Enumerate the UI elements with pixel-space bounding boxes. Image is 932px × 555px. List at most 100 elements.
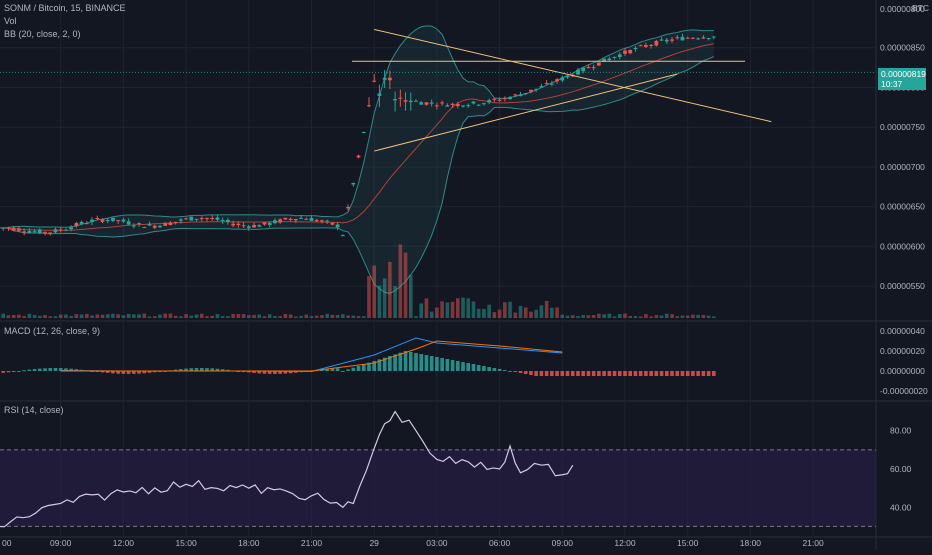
macd-legend[interactable]: MACD (12, 26, close, 9) <box>4 326 104 336</box>
macd-histogram-bar <box>435 357 439 371</box>
candle-body <box>121 219 126 222</box>
candle-body <box>706 38 711 40</box>
macd-histogram-bar <box>393 354 397 371</box>
macd-histogram-bar <box>252 371 256 373</box>
volume-bar <box>69 315 73 318</box>
macd-histogram-bar <box>670 371 674 376</box>
candle-body <box>252 224 256 228</box>
candle-body <box>649 44 654 46</box>
volume-bar <box>32 314 37 318</box>
symbol-legend[interactable]: SONM / Bitcoin, 15, BINANCE <box>4 3 130 13</box>
candle-body <box>178 219 183 221</box>
volume-bar <box>236 314 241 318</box>
vol-legend[interactable]: Vol <box>4 16 21 26</box>
candle-body <box>11 227 16 231</box>
macd-histogram-bar <box>508 371 512 372</box>
candle-body <box>205 217 209 219</box>
macd-histogram-bar <box>576 371 580 376</box>
candle-body <box>680 36 685 41</box>
candle-body <box>241 225 246 227</box>
volume-bar <box>132 314 136 318</box>
rsi-label: RSI (14, close) <box>4 405 64 415</box>
candle-body <box>320 220 324 222</box>
volume-bar <box>649 316 653 318</box>
rsi-tick-label: 80.00 <box>890 426 912 436</box>
volume-bar <box>461 297 465 318</box>
candle-body <box>147 224 152 226</box>
volume-bar <box>419 303 424 318</box>
macd-histogram-bar <box>210 368 215 371</box>
candle-body <box>27 231 32 233</box>
macd-histogram-bar <box>69 368 73 371</box>
rsi-legend[interactable]: RSI (14, close) <box>4 405 68 415</box>
volume-bar <box>111 313 115 318</box>
candle-body <box>69 227 74 230</box>
volume-bar <box>414 316 418 318</box>
macd-histogram-bar <box>126 371 131 374</box>
macd-histogram-bar <box>665 371 669 376</box>
candle-body <box>403 100 408 102</box>
macd-histogram-bar <box>346 369 350 371</box>
candle-body <box>393 98 397 101</box>
volume-bar <box>341 314 345 318</box>
macd-histogram-bar <box>419 354 424 371</box>
macd-histogram-bar <box>638 371 643 376</box>
time-tick-label: 03:00 <box>426 538 448 548</box>
candle-body <box>215 217 220 220</box>
macd-histogram-bar <box>544 371 549 376</box>
candle-body <box>424 102 429 105</box>
macd-histogram-bar <box>696 371 700 376</box>
candle-body <box>262 222 267 225</box>
volume-bar <box>210 315 215 318</box>
candle-body <box>137 223 141 225</box>
time-tick-label: 18:00 <box>740 538 762 548</box>
macd-histogram-bar <box>267 371 272 374</box>
macd-histogram-bar <box>189 368 194 371</box>
macd-histogram-bar <box>597 371 601 376</box>
volume-bar <box>508 301 512 318</box>
macd-histogram-bar <box>398 352 403 371</box>
candle-body <box>581 67 586 72</box>
volume-bar <box>6 315 11 318</box>
macd-histogram-bar <box>633 371 638 376</box>
volume-bar <box>487 304 491 318</box>
triangle-trendline <box>374 73 678 152</box>
candle-body <box>675 37 680 39</box>
candle-body <box>372 80 377 82</box>
triangle-trendline <box>374 28 772 123</box>
candle-body <box>273 220 277 224</box>
volume-bar <box>257 314 262 318</box>
volume-bar <box>299 315 303 318</box>
macd-tick-label: -0.00000020 <box>880 386 928 396</box>
volume-bar <box>38 315 42 318</box>
volume-bar <box>503 302 507 318</box>
macd-histogram-bar <box>288 371 293 374</box>
candle-body <box>32 231 37 233</box>
candle-body <box>58 229 63 231</box>
macd-tick-label: 0.00000000 <box>880 366 925 376</box>
candle-body <box>429 102 434 104</box>
candle-body <box>377 93 382 97</box>
candle-body <box>534 88 539 90</box>
macd-histogram-bar <box>220 369 225 371</box>
candle-body <box>6 227 11 229</box>
macd-histogram-bar <box>32 369 37 371</box>
candle-body <box>278 219 283 223</box>
volume-bar <box>476 308 481 318</box>
macd-histogram-bar <box>382 357 387 371</box>
macd-histogram-bar <box>680 371 685 376</box>
volume-bar <box>105 314 110 318</box>
macd-histogram-bar <box>482 366 486 371</box>
time-tick-label: 21:00 <box>802 538 824 548</box>
volume-bar <box>361 316 366 318</box>
bb-legend[interactable]: BB (20, close, 2, 0) <box>4 29 85 39</box>
candle-body <box>226 219 230 223</box>
macd-histogram-bar <box>173 369 178 371</box>
volume-bar <box>320 315 324 318</box>
currency-badge[interactable]: BTC <box>912 3 929 13</box>
candle-body <box>440 102 445 104</box>
macd-histogram-bar <box>356 366 361 371</box>
macd-histogram-bar <box>612 371 617 376</box>
macd-histogram-bar <box>685 371 690 376</box>
